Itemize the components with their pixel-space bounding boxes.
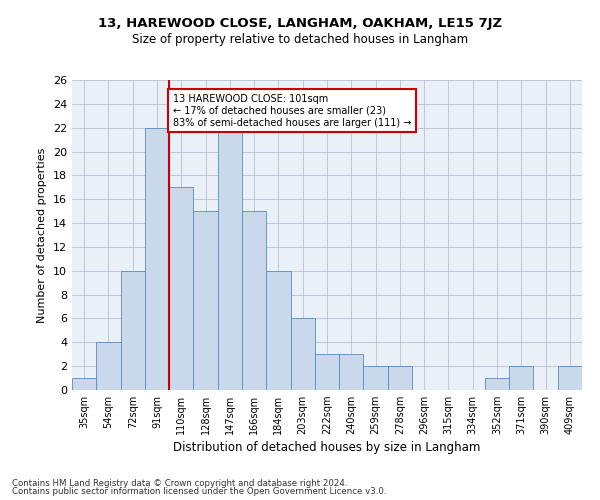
Bar bbox=[242, 211, 266, 390]
Bar bbox=[315, 354, 339, 390]
Bar bbox=[290, 318, 315, 390]
Bar bbox=[72, 378, 96, 390]
Bar bbox=[145, 128, 169, 390]
Bar bbox=[96, 342, 121, 390]
Bar bbox=[218, 128, 242, 390]
Text: Contains HM Land Registry data © Crown copyright and database right 2024.: Contains HM Land Registry data © Crown c… bbox=[12, 478, 347, 488]
Bar bbox=[339, 354, 364, 390]
Y-axis label: Number of detached properties: Number of detached properties bbox=[37, 148, 47, 322]
Text: 13, HAREWOOD CLOSE, LANGHAM, OAKHAM, LE15 7JZ: 13, HAREWOOD CLOSE, LANGHAM, OAKHAM, LE1… bbox=[98, 18, 502, 30]
Bar bbox=[485, 378, 509, 390]
Bar bbox=[509, 366, 533, 390]
Text: 13 HAREWOOD CLOSE: 101sqm
← 17% of detached houses are smaller (23)
83% of semi-: 13 HAREWOOD CLOSE: 101sqm ← 17% of detac… bbox=[173, 94, 411, 128]
Bar bbox=[169, 188, 193, 390]
Text: Contains public sector information licensed under the Open Government Licence v3: Contains public sector information licen… bbox=[12, 487, 386, 496]
Bar bbox=[558, 366, 582, 390]
Text: Size of property relative to detached houses in Langham: Size of property relative to detached ho… bbox=[132, 32, 468, 46]
Bar bbox=[266, 271, 290, 390]
Bar bbox=[364, 366, 388, 390]
Bar bbox=[121, 271, 145, 390]
Bar bbox=[193, 211, 218, 390]
X-axis label: Distribution of detached houses by size in Langham: Distribution of detached houses by size … bbox=[173, 442, 481, 454]
Bar bbox=[388, 366, 412, 390]
